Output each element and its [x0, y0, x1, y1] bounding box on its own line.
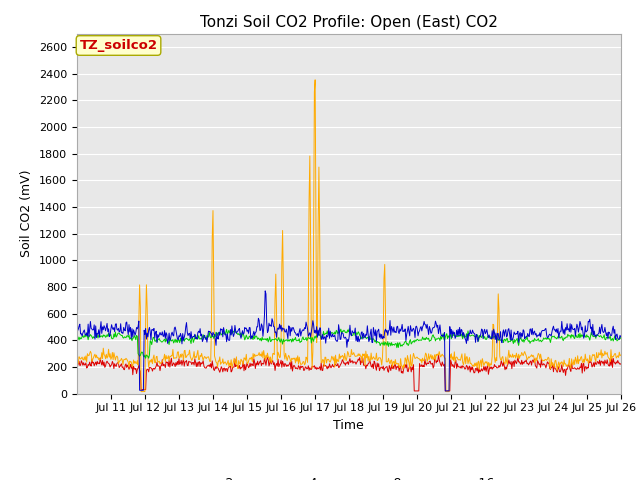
Text: TZ_soilco2: TZ_soilco2 — [79, 39, 157, 52]
-2cm — [223, 366, 230, 372]
Line: -4cm: -4cm — [77, 80, 621, 392]
-8cm — [433, 336, 440, 342]
-8cm — [223, 332, 231, 337]
-8cm — [195, 333, 202, 338]
-4cm — [617, 352, 625, 358]
-2cm — [617, 361, 625, 367]
X-axis label: Time: Time — [333, 419, 364, 432]
-16cm — [617, 334, 625, 340]
-8cm — [617, 336, 625, 341]
-16cm — [83, 330, 90, 336]
-16cm — [223, 339, 230, 345]
-4cm — [311, 77, 319, 83]
-8cm — [73, 335, 81, 340]
-8cm — [417, 337, 424, 343]
-2cm — [73, 361, 81, 367]
-2cm — [83, 365, 90, 371]
Title: Tonzi Soil CO2 Profile: Open (East) CO2: Tonzi Soil CO2 Profile: Open (East) CO2 — [200, 15, 498, 30]
-4cm — [73, 356, 81, 361]
-16cm — [431, 318, 439, 324]
-2cm — [431, 356, 439, 361]
-4cm — [417, 358, 424, 364]
-4cm — [83, 359, 90, 365]
Line: -16cm: -16cm — [77, 291, 621, 391]
Legend: -2cm, -4cm, -8cm, -16cm: -2cm, -4cm, -8cm, -16cm — [179, 472, 518, 480]
-2cm — [435, 352, 442, 358]
-16cm — [194, 330, 202, 336]
-4cm — [140, 389, 147, 395]
-8cm — [83, 330, 90, 336]
-16cm — [442, 388, 449, 394]
-16cm — [139, 387, 147, 393]
-4cm — [223, 360, 231, 366]
-16cm — [261, 288, 269, 294]
Line: -2cm: -2cm — [77, 355, 621, 391]
-8cm — [139, 350, 147, 356]
Line: -8cm: -8cm — [77, 329, 621, 358]
-2cm — [139, 387, 147, 393]
-16cm — [416, 328, 424, 334]
Y-axis label: Soil CO2 (mV): Soil CO2 (mV) — [20, 170, 33, 257]
-4cm — [137, 389, 145, 395]
-4cm — [433, 351, 440, 357]
-2cm — [194, 363, 202, 369]
-16cm — [73, 334, 81, 340]
-8cm — [145, 355, 152, 361]
-2cm — [410, 388, 418, 394]
-8cm — [346, 326, 353, 332]
-2cm — [416, 361, 424, 367]
-4cm — [195, 357, 202, 362]
